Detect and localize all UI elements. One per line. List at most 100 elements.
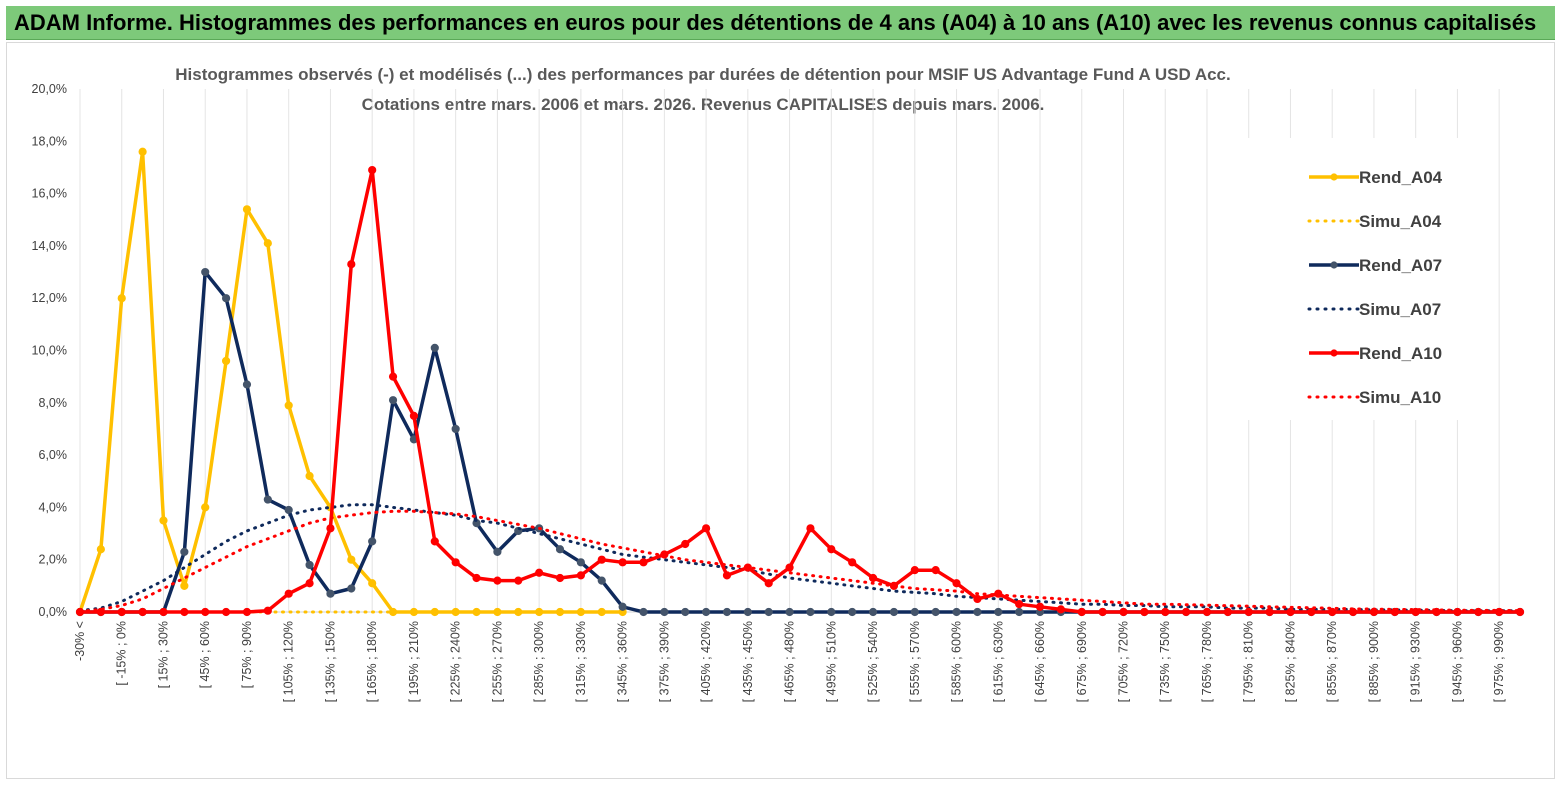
data-point xyxy=(576,558,585,567)
x-tick-label: [ 885% ; 900% xyxy=(1367,621,1381,702)
x-tick-label: [ 15% ; 30% xyxy=(156,621,170,688)
data-point xyxy=(868,607,878,617)
data-point xyxy=(388,372,398,381)
series-line-simu-a10 xyxy=(78,509,1522,613)
data-point xyxy=(868,573,878,583)
data-point xyxy=(305,560,314,570)
x-tick-label: [ 855% ; 870% xyxy=(1325,621,1339,702)
data-point xyxy=(994,607,1003,617)
data-point xyxy=(722,607,732,617)
data-point xyxy=(263,606,272,615)
data-point xyxy=(284,401,293,410)
x-tick-label: [ 255% ; 270% xyxy=(490,621,504,702)
data-point xyxy=(96,545,105,554)
legend-label: Rend_A07 xyxy=(1359,256,1442,275)
data-point xyxy=(702,607,711,617)
y-tick-label: 14,0% xyxy=(32,239,67,253)
x-tick-label: [ 735% ; 750% xyxy=(1158,621,1172,702)
x-axis: -30% < [ -15% ; 0% [ 15% ; 30% [ 45% ; 60% [… xyxy=(73,611,1521,702)
data-point xyxy=(368,165,377,175)
data-point xyxy=(639,607,648,617)
x-tick-label: [ 615% ; 630% xyxy=(991,621,1005,702)
series-line-rend-a10 xyxy=(80,168,1520,614)
data-point xyxy=(952,579,961,588)
data-point xyxy=(305,471,314,481)
x-tick-label: [ 495% ; 510% xyxy=(824,621,838,702)
x-tick-label: [ 165% ; 180% xyxy=(365,621,379,702)
x-tick-label: [ 945% ; 960% xyxy=(1450,621,1464,702)
data-point xyxy=(597,555,606,564)
data-point xyxy=(848,607,857,617)
data-point xyxy=(201,503,210,512)
y-tick-label: 10,0% xyxy=(32,344,67,358)
data-point xyxy=(931,566,940,575)
x-tick-label: [ 645% ; 660% xyxy=(1033,621,1047,702)
series-lines xyxy=(75,147,1525,617)
data-point xyxy=(284,589,293,598)
data-point xyxy=(388,607,398,617)
data-point xyxy=(180,547,189,556)
x-tick-label: [ 225% ; 240% xyxy=(449,621,463,702)
data-point xyxy=(1265,607,1274,617)
x-tick-label: [ 765% ; 780% xyxy=(1200,621,1214,702)
data-point xyxy=(159,516,168,525)
x-tick-label: [ 135% ; 150% xyxy=(323,621,337,702)
data-point xyxy=(743,607,752,617)
data-point xyxy=(1119,607,1128,617)
data-point xyxy=(430,607,439,617)
data-point xyxy=(493,576,502,585)
x-tick-label: [ 795% ; 810% xyxy=(1242,621,1256,702)
x-tick-label: [ 465% ; 480% xyxy=(783,621,797,702)
data-point xyxy=(827,607,836,617)
data-point xyxy=(347,584,356,593)
data-point xyxy=(597,576,606,585)
y-tick-label: 2,0% xyxy=(39,553,68,567)
data-point xyxy=(430,343,439,352)
y-tick-label: 0,0% xyxy=(39,605,68,619)
chart-title-line-1: Histogrammes observés (-) et modélisés (… xyxy=(175,65,1231,84)
data-point xyxy=(597,607,606,617)
data-point xyxy=(221,356,231,366)
data-point xyxy=(1077,607,1086,617)
data-point xyxy=(117,294,126,303)
histogram-chart: Histogrammes observés (-) et modélisés (… xyxy=(32,65,1525,702)
data-point xyxy=(806,524,815,533)
x-tick-label: [ 915% ; 930% xyxy=(1409,621,1423,702)
x-tick-label: [ 345% ; 360% xyxy=(616,621,630,702)
y-tick-label: 4,0% xyxy=(39,500,68,514)
data-point xyxy=(910,607,919,617)
report-title: ADAM Informe. Histogrammes des performan… xyxy=(14,10,1537,35)
data-point xyxy=(221,294,231,303)
data-point xyxy=(1035,602,1045,611)
data-point xyxy=(388,396,398,405)
data-point xyxy=(159,607,168,617)
data-point xyxy=(764,607,773,617)
data-point xyxy=(326,589,335,598)
data-point xyxy=(1182,607,1191,617)
legend-label: Rend_A04 xyxy=(1359,168,1443,187)
data-point xyxy=(973,594,982,604)
data-point xyxy=(535,607,544,617)
data-point xyxy=(1056,605,1065,614)
data-point xyxy=(242,205,252,214)
data-point xyxy=(493,607,502,617)
x-tick-label: [ -15% ; 0% xyxy=(115,621,129,686)
data-point xyxy=(221,607,231,617)
legend-label: Simu_A10 xyxy=(1359,388,1441,407)
data-point xyxy=(555,545,565,554)
data-point xyxy=(263,239,272,248)
data-point xyxy=(827,545,836,554)
data-point xyxy=(514,576,523,585)
legend: Rend_A04 Simu_A04 Rend_A07 Simu_A07 Rend_A10… xyxy=(1245,138,1460,420)
data-point xyxy=(138,147,147,156)
x-tick-label: [ 675% ; 690% xyxy=(1075,621,1089,702)
series-line-rend-a04 xyxy=(78,150,623,614)
x-tick-label: [ 555% ; 570% xyxy=(908,621,922,702)
data-point xyxy=(138,607,147,617)
data-point xyxy=(973,607,982,617)
data-point xyxy=(1015,607,1024,617)
data-point xyxy=(555,573,565,583)
data-point xyxy=(242,607,252,617)
x-tick-label: [ 375% ; 390% xyxy=(657,621,671,702)
data-point xyxy=(472,573,481,583)
